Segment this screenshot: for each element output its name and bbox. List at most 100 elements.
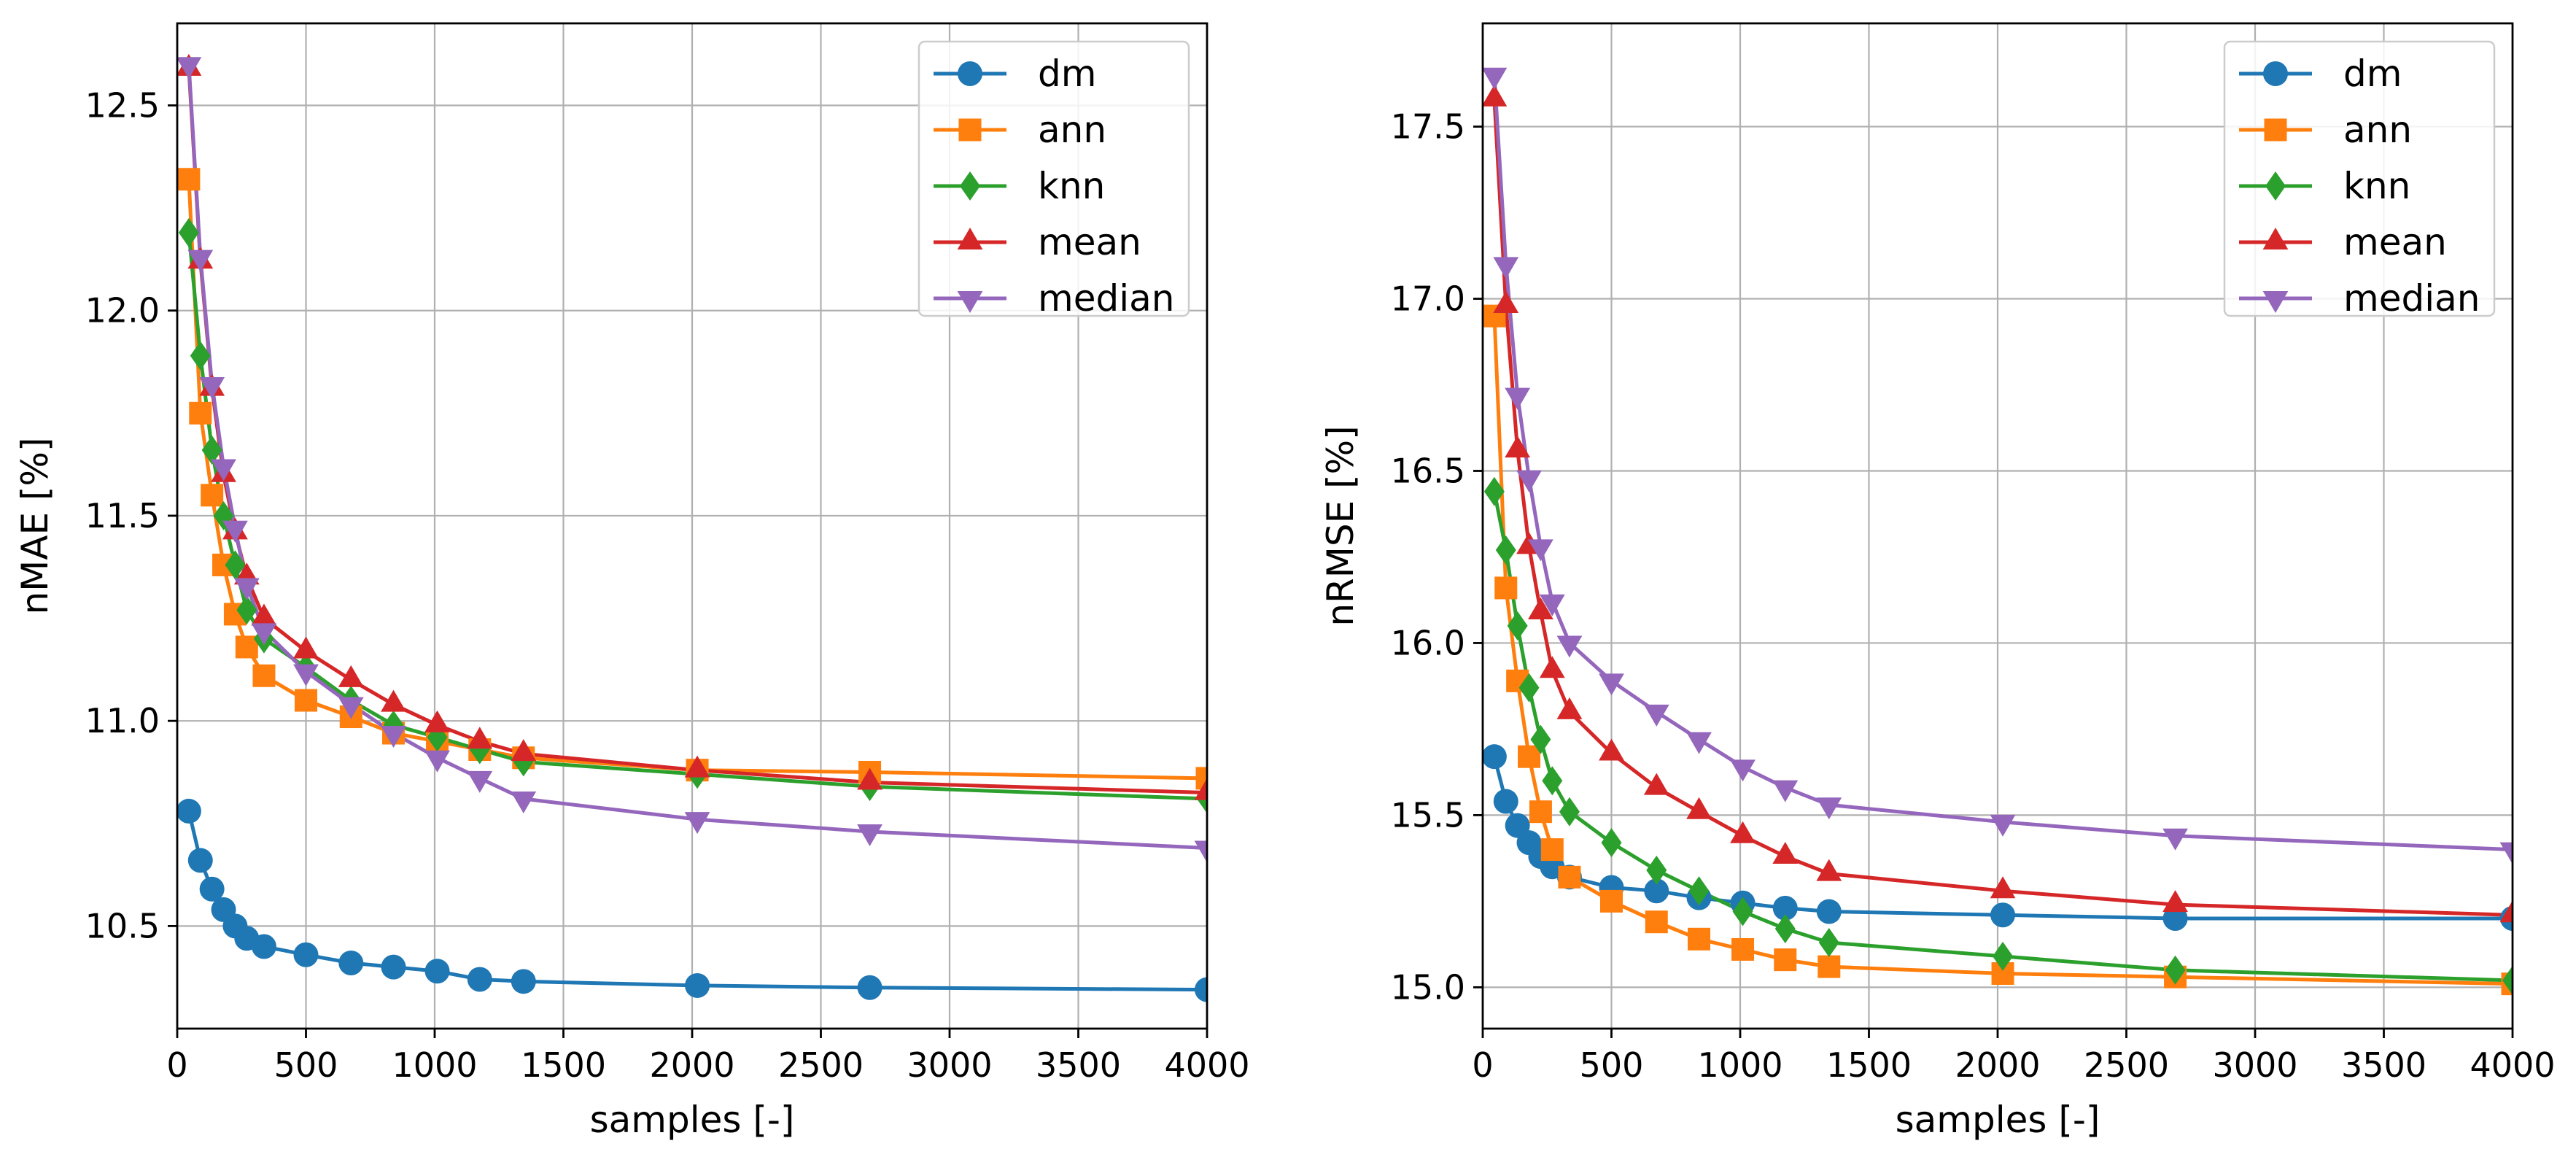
y-tick-label: 10.5 xyxy=(85,906,160,945)
series-line-knn xyxy=(187,232,1207,801)
data-point-median xyxy=(2162,828,2188,851)
y-tick-label: 12.5 xyxy=(85,85,160,125)
data-point-median xyxy=(857,824,882,847)
x-tick-label: 3500 xyxy=(2341,1045,2426,1085)
data-point-mean xyxy=(1990,876,2016,899)
data-point-ann xyxy=(1494,576,1518,600)
data-point-knn xyxy=(1559,797,1580,827)
data-point-knn xyxy=(1495,535,1516,565)
legend-label-knn: knn xyxy=(1038,165,1105,207)
data-point-mean xyxy=(1599,738,1624,761)
data-point-mean xyxy=(511,739,537,762)
legend-label-median: median xyxy=(1038,277,1174,320)
data-point-median xyxy=(211,459,236,481)
series-line-ann xyxy=(1492,315,2513,986)
x-tick-label: 2000 xyxy=(1955,1045,2040,1085)
y-tick-label: 16.5 xyxy=(1391,451,1465,490)
data-point-dm xyxy=(2162,905,2188,931)
data-point-median xyxy=(467,770,493,793)
x-axis-label: samples [-] xyxy=(1896,1099,2100,1141)
data-point-median xyxy=(1990,814,2016,837)
x-tick-label: 500 xyxy=(1580,1045,1644,1085)
data-point-dm xyxy=(1493,789,1518,814)
legend: dm ann knn mean median xyxy=(2223,40,2496,320)
data-point-mean xyxy=(1528,597,1553,619)
data-point-ann xyxy=(1817,955,1841,978)
legend-label-mean: mean xyxy=(2343,221,2447,263)
data-point-ann xyxy=(252,664,276,687)
data-point-knn xyxy=(2502,965,2513,995)
x-tick-label: 0 xyxy=(1472,1045,1493,1085)
data-point-dm xyxy=(1644,878,1669,904)
data-point-ann xyxy=(1518,745,1541,768)
data-point-ann xyxy=(201,484,224,507)
data-point-ann xyxy=(1540,838,1564,862)
x-tick-label: 1500 xyxy=(1826,1045,1912,1085)
data-point-knn xyxy=(1518,673,1540,703)
data-point-dm xyxy=(1195,977,1207,1002)
data-point-ann xyxy=(1774,948,1797,972)
data-point-dm xyxy=(1772,895,1798,921)
data-point-median xyxy=(187,249,214,272)
x-tick-label: 2000 xyxy=(649,1045,734,1085)
data-point-ann xyxy=(1600,889,1623,913)
y-tick-label: 12.0 xyxy=(85,291,160,330)
chart-nrmse: 0 500 1000 1500 2000 2500 3000 3500 4000 15.0 15.5… xyxy=(1319,22,2556,1141)
legend-marker-ann xyxy=(958,118,982,142)
x-tick-label: 4000 xyxy=(2470,1045,2555,1085)
data-point-knn xyxy=(1530,724,1551,754)
data-point-ann xyxy=(1529,800,1552,824)
data-point-dm xyxy=(177,798,201,824)
series-line-knn xyxy=(1492,491,2513,983)
data-point-ann xyxy=(1731,937,1755,961)
data-point-median xyxy=(293,664,319,686)
data-point-dm xyxy=(199,876,225,902)
data-point-median xyxy=(1505,387,1531,410)
legend-marker-mean xyxy=(2262,228,2289,249)
data-point-ann xyxy=(1645,910,1668,934)
data-point-dm xyxy=(1483,744,1507,770)
legend-label-dm: dm xyxy=(1038,53,1096,95)
y-tick-label: 15.0 xyxy=(1391,967,1465,1007)
legend-label-ann: ann xyxy=(1038,109,1106,151)
data-point-mean xyxy=(1194,778,1207,800)
legend-marker-median xyxy=(957,291,983,313)
legend-marker-mean xyxy=(957,228,983,249)
data-point-dm xyxy=(1816,899,1842,924)
y-axis-label: nRMSE [%] xyxy=(1319,425,1362,626)
data-point-median xyxy=(511,792,537,814)
data-point-mean xyxy=(424,710,450,732)
data-point-knn xyxy=(201,435,222,465)
series-line-mean xyxy=(1492,98,2513,917)
x-tick-label: 3500 xyxy=(1036,1045,1121,1085)
data-point-dm xyxy=(1990,902,2016,928)
data-point-mean xyxy=(1483,84,1508,107)
data-point-median xyxy=(684,812,710,835)
data-point-knn xyxy=(225,550,246,580)
data-point-ann xyxy=(295,689,317,712)
data-point-dm xyxy=(338,951,364,976)
series-line-median xyxy=(187,64,1207,850)
data-point-dm xyxy=(857,975,882,1000)
data-point-knn xyxy=(1732,897,1753,926)
data-point-knn xyxy=(1646,855,1667,885)
plot-area xyxy=(1483,67,2513,996)
data-point-median xyxy=(338,697,364,719)
data-point-mean xyxy=(338,665,364,687)
data-point-dm xyxy=(467,967,492,992)
data-point-dm xyxy=(251,934,276,959)
legend-label-knn: knn xyxy=(2343,165,2410,207)
legend-marker-dm xyxy=(2263,61,2288,86)
data-point-mean xyxy=(857,767,882,790)
data-point-median xyxy=(1643,704,1669,727)
data-point-knn xyxy=(190,341,211,371)
data-point-knn xyxy=(1688,876,1710,906)
data-point-knn xyxy=(1774,914,1796,944)
legend-marker-ann xyxy=(2264,118,2287,142)
x-tick-label: 0 xyxy=(166,1045,187,1085)
data-point-ann xyxy=(177,168,201,191)
legend-box xyxy=(917,40,1190,317)
data-point-mean xyxy=(293,636,319,659)
data-point-mean xyxy=(1772,842,1799,864)
y-tick-label: 17.0 xyxy=(1391,279,1465,319)
